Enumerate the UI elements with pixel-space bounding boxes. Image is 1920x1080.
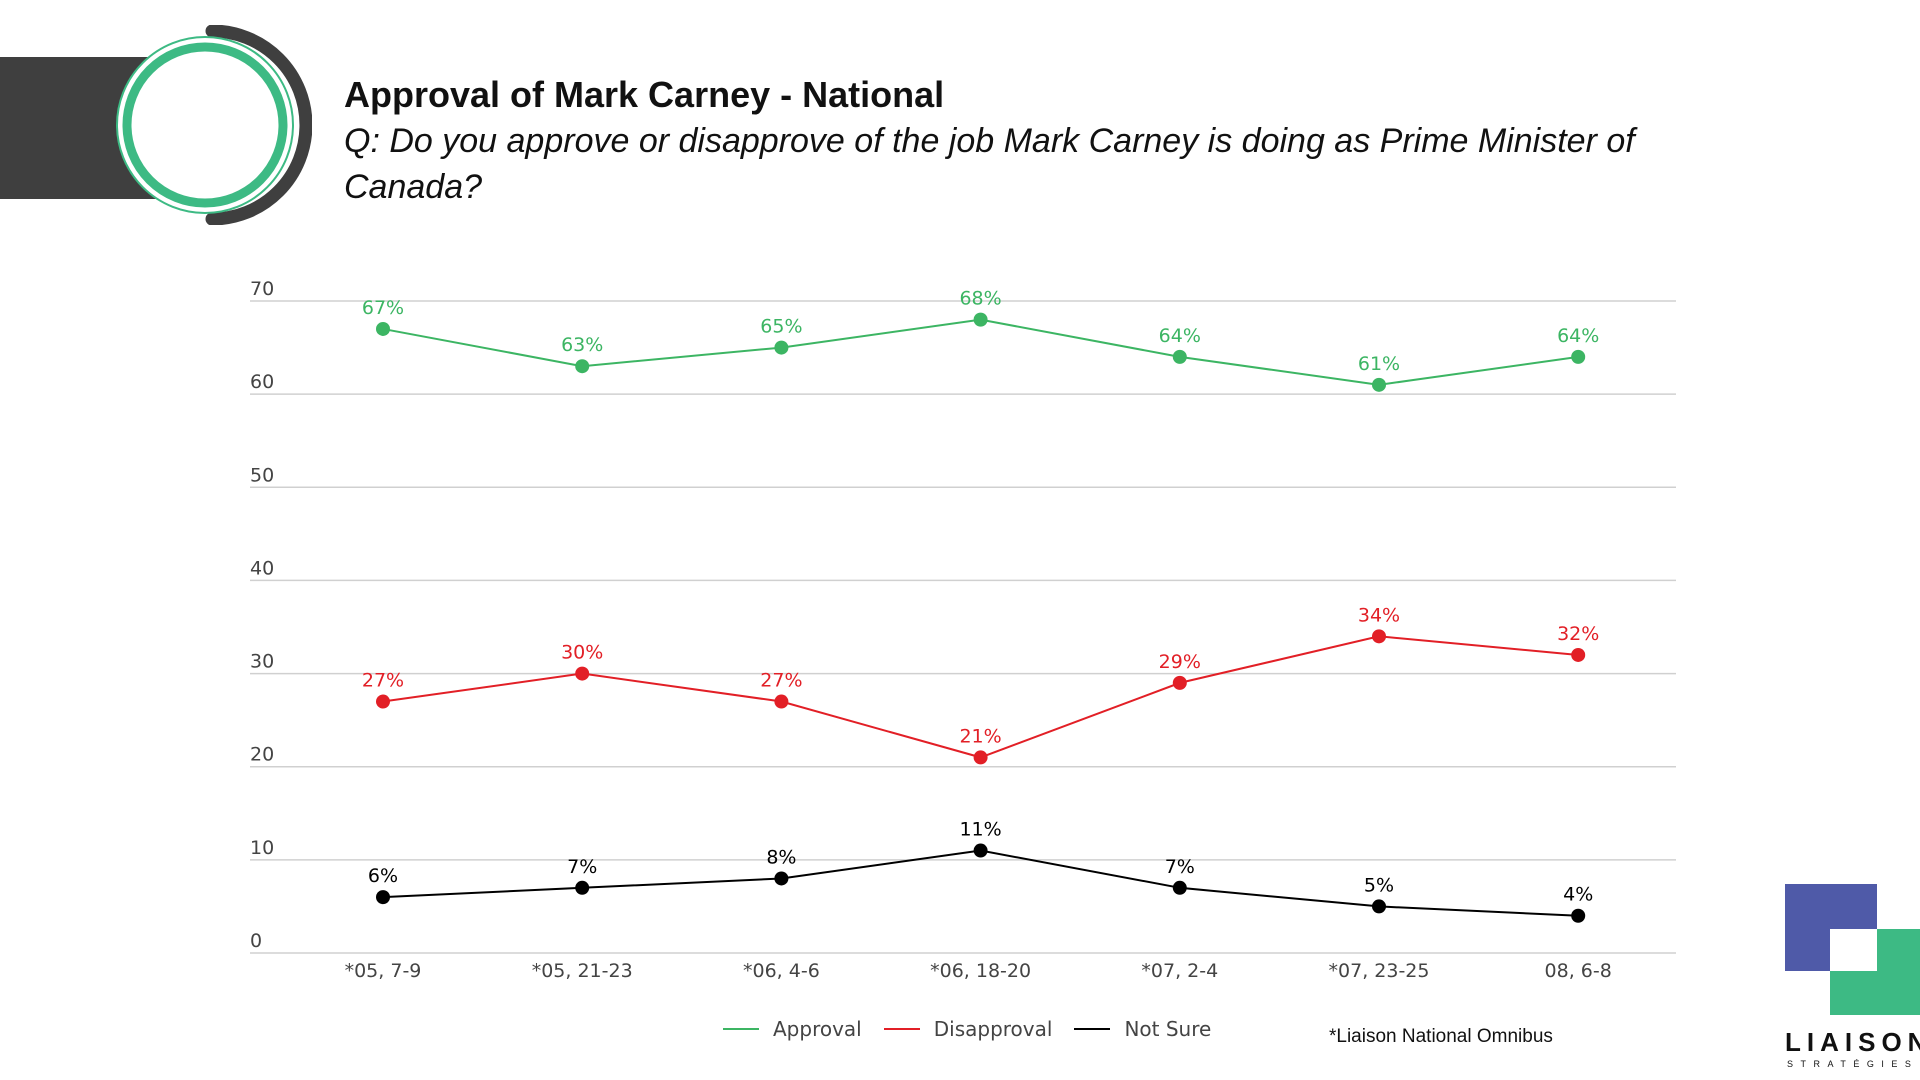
- data-label-not-sure: 8%: [766, 846, 796, 868]
- point-not-sure: [973, 843, 988, 858]
- data-label-disapproval: 29%: [1159, 651, 1201, 673]
- x-tick-label: *05, 7-9: [345, 960, 422, 982]
- y-tick-label: 70: [250, 278, 274, 300]
- point-approval: [973, 312, 988, 327]
- data-label-not-sure: 5%: [1364, 874, 1394, 896]
- data-label-disapproval: 34%: [1358, 604, 1400, 626]
- data-label-not-sure: 4%: [1563, 884, 1593, 906]
- x-tick-label: *06, 4-6: [743, 960, 820, 982]
- y-tick-label: 30: [250, 651, 274, 673]
- point-disapproval: [1372, 629, 1386, 644]
- legend-item-not-sure: Not Sure: [1074, 1017, 1211, 1041]
- series-points: [376, 312, 1586, 923]
- y-axis-ticks: 0 10 20 30 40 50 60 70: [250, 278, 274, 952]
- point-approval: [1571, 349, 1586, 364]
- legend-swatch-approval: [723, 1028, 759, 1030]
- point-not-sure: [774, 871, 789, 886]
- chart-title: Approval of Mark Carney - National: [344, 74, 945, 115]
- grid-lines: [250, 300, 1676, 954]
- point-not-sure: [575, 880, 590, 895]
- point-disapproval: [973, 750, 988, 765]
- y-tick-label: 50: [250, 464, 274, 486]
- legend-item-approval: Approval: [723, 1017, 862, 1041]
- data-label-approval: 61%: [1358, 353, 1400, 375]
- chart-question: Q: Do you approve or disapprove of the j…: [344, 122, 1635, 206]
- point-approval: [376, 321, 390, 336]
- data-label-disapproval: 32%: [1557, 623, 1599, 645]
- data-label-not-sure: 11%: [959, 819, 1001, 841]
- point-not-sure: [1571, 908, 1586, 923]
- point-disapproval: [774, 694, 789, 709]
- data-label-not-sure: 7%: [567, 856, 597, 878]
- logo-subtitle: STRATÉGIES: [1787, 1059, 1919, 1069]
- data-labels: 67% 63% 65% 68% 64% 61% 64% 27% 30% 27% 21% 29% 34% 3…: [362, 288, 1599, 906]
- data-label-approval: 64%: [1557, 325, 1599, 347]
- logo-white-notch: [1830, 929, 1877, 971]
- x-tick-label: *07, 23-25: [1329, 960, 1430, 982]
- point-approval: [1372, 377, 1386, 392]
- y-tick-label: 40: [250, 557, 274, 579]
- data-label-approval: 67%: [362, 297, 404, 319]
- data-label-approval: 64%: [1159, 325, 1201, 347]
- logo-wordmark: LIAISON: [1785, 1027, 1920, 1057]
- legend-swatch-disapproval: [883, 1028, 920, 1030]
- legend-label-approval: Approval: [773, 1017, 862, 1041]
- source-footnote: *Liaison National Omnibus: [1329, 1026, 1553, 1047]
- y-tick-label: 0: [250, 930, 262, 952]
- data-label-not-sure: 6%: [368, 865, 398, 887]
- point-approval: [1172, 349, 1187, 364]
- data-label-approval: 68%: [959, 288, 1001, 310]
- data-label-not-sure: 7%: [1165, 856, 1195, 878]
- y-tick-label: 10: [250, 837, 274, 859]
- legend-swatch-not-sure: [1074, 1028, 1111, 1030]
- x-axis-ticks: *05, 7-9 *05, 21-23 *06, 4-6 *06, 18-20 *07,…: [345, 960, 1612, 982]
- point-approval: [774, 340, 789, 355]
- data-label-disapproval: 30%: [561, 642, 603, 664]
- chart-legend: Approval Disapproval Not Sure: [723, 1017, 1233, 1041]
- point-disapproval: [1571, 647, 1586, 662]
- data-label-disapproval: 27%: [760, 670, 802, 692]
- y-tick-label: 20: [250, 744, 274, 766]
- point-disapproval: [1172, 675, 1187, 690]
- x-tick-label: *05, 21-23: [532, 960, 633, 982]
- ring-logo-icon: [112, 24, 313, 226]
- point-not-sure: [1172, 880, 1187, 895]
- data-label-approval: 65%: [760, 316, 802, 338]
- legend-item-disapproval: Disapproval: [883, 1017, 1053, 1041]
- point-not-sure: [1372, 899, 1386, 914]
- legend-label-disapproval: Disapproval: [933, 1017, 1053, 1041]
- legend-label-not-sure: Not Sure: [1124, 1017, 1212, 1041]
- x-tick-label: *07, 2-4: [1141, 960, 1218, 982]
- x-tick-label: 08, 6-8: [1545, 960, 1612, 982]
- point-approval: [575, 359, 590, 374]
- x-tick-label: *06, 18-20: [930, 960, 1031, 982]
- point-disapproval: [575, 666, 590, 681]
- y-tick-label: 60: [250, 371, 274, 393]
- data-label-disapproval: 21%: [959, 725, 1001, 747]
- point-not-sure: [376, 890, 390, 905]
- data-label-disapproval: 27%: [362, 670, 404, 692]
- data-label-approval: 63%: [561, 334, 603, 356]
- point-disapproval: [376, 694, 390, 709]
- liaison-logo: LIAISON STRATÉGIES: [1785, 884, 1920, 1074]
